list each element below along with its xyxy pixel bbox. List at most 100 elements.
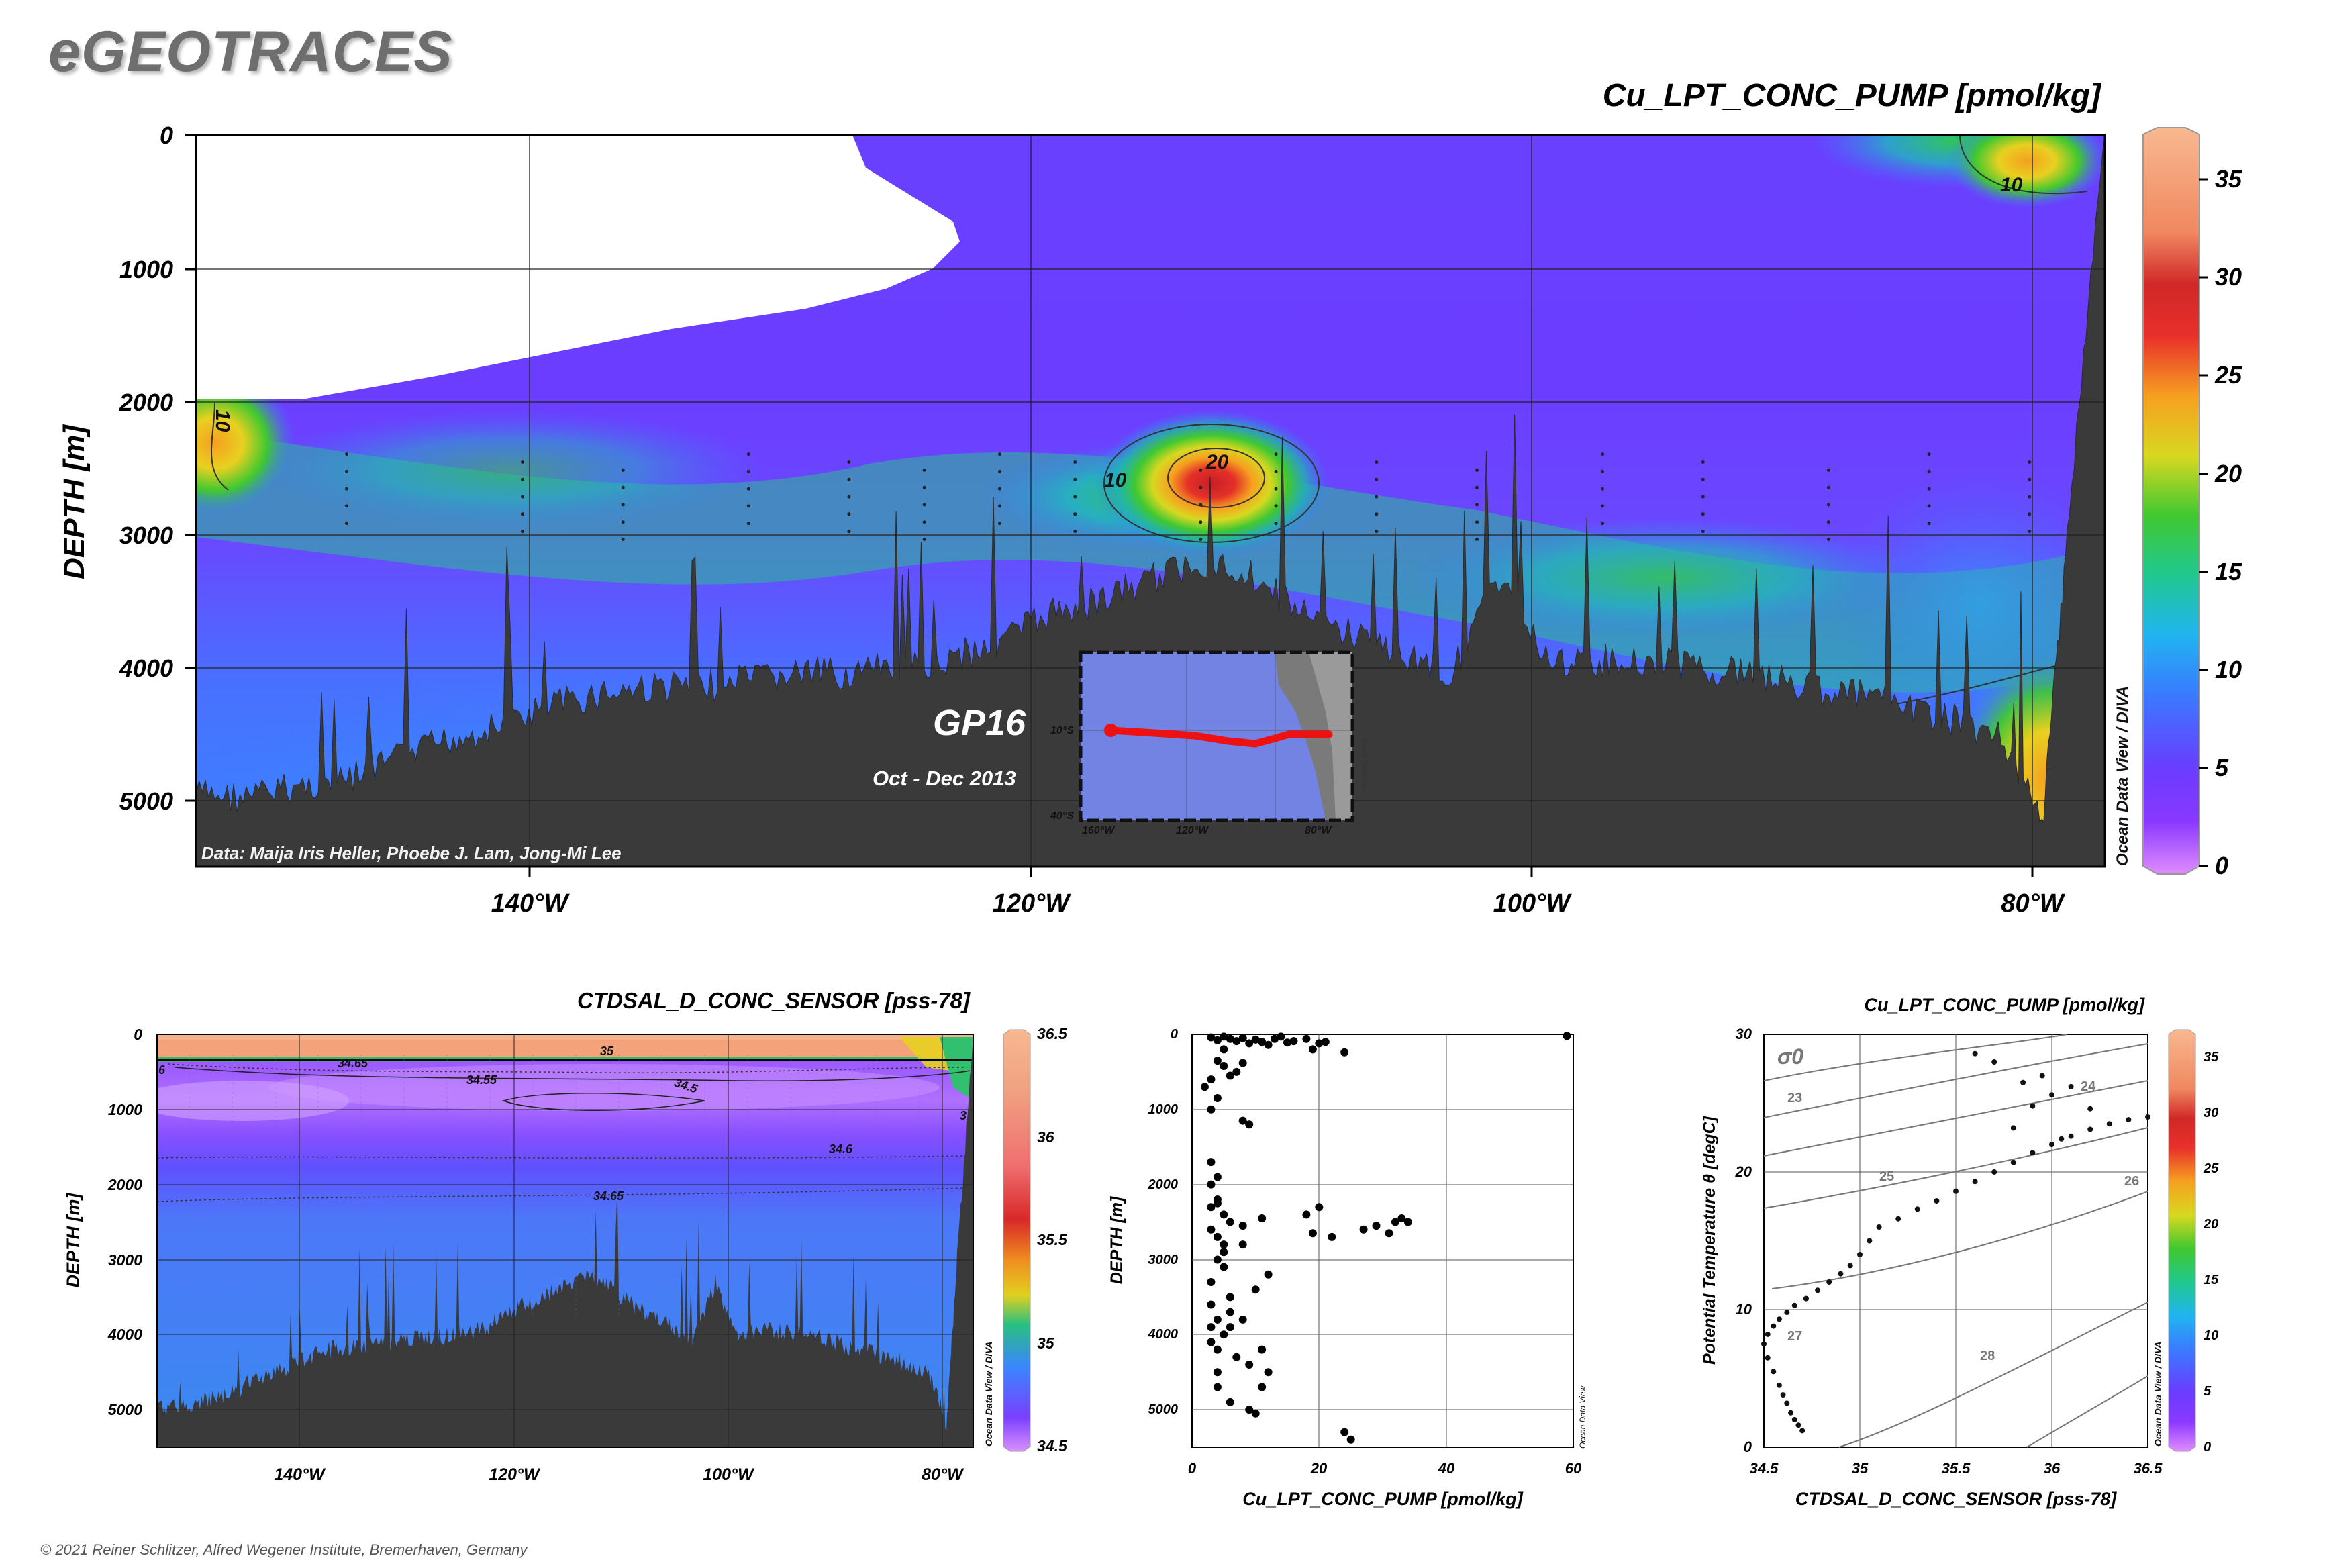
sample-dot <box>1475 503 1479 507</box>
salinity-x-tick: 100°W <box>703 1465 755 1484</box>
profile-point <box>1207 1300 1216 1309</box>
salinity-y-tick: 3000 <box>108 1251 142 1269</box>
ts-points <box>1761 1050 2150 1434</box>
ts-point <box>2049 1142 2054 1147</box>
sample-dot <box>746 504 750 508</box>
profile-y-tick: 4000 <box>1148 1327 1179 1342</box>
main-colorbar-tick: 0 <box>2215 852 2228 879</box>
profile-point <box>1207 1278 1216 1286</box>
ts-point <box>2068 1083 2074 1089</box>
main-section-plot: 10 20 10 10 Data: Maija Iris Heller, Pho… <box>58 78 2242 918</box>
ts-point <box>1815 1287 1821 1293</box>
profile-point <box>1258 1345 1267 1354</box>
sample-dot <box>621 520 625 524</box>
profile-point <box>1258 1383 1267 1391</box>
profile-odv-credit: Ocean Data View <box>1578 1385 1587 1449</box>
profile-point <box>1372 1222 1381 1230</box>
sample-dot <box>1274 469 1278 473</box>
sample-dot <box>1927 452 1931 456</box>
profile-point <box>1220 1263 1228 1271</box>
profile-x-axis-label: Cu_LPT_CONC_PUMP [pmol/kg] <box>1242 1489 1524 1509</box>
profile-point <box>1258 1214 1267 1222</box>
inset-map: 10°S 40°S 160°W 120°W 80°W Ocean Data Vi… <box>1050 650 1368 836</box>
profile-point <box>1563 1032 1571 1040</box>
main-y-tick: 5000 <box>119 787 173 815</box>
ts-colorbar-tick: 30 <box>2204 1106 2218 1120</box>
profile-point <box>1302 1034 1311 1043</box>
profile-point <box>1220 1248 1228 1257</box>
ts-point <box>2010 1125 2016 1131</box>
profile-point <box>1251 1035 1260 1044</box>
sample-dot <box>1927 504 1931 508</box>
profile-point <box>1308 1045 1317 1054</box>
ts-point <box>2010 1159 2016 1165</box>
profile-y-tick: 3000 <box>1148 1253 1179 1267</box>
sample-dot <box>621 503 625 507</box>
profile-y-tick: 1000 <box>1148 1102 1179 1117</box>
sample-dot <box>1826 520 1830 524</box>
ts-x-tick: 36.5 <box>2134 1460 2163 1477</box>
contour-label: 10 <box>2000 174 2023 196</box>
ts-point <box>1857 1252 1863 1257</box>
sample-dot <box>345 452 348 456</box>
salinity-colorbar-tick: 35.5 <box>1037 1231 1068 1248</box>
sample-dot <box>1927 522 1931 526</box>
contour-label: 10 <box>211 409 234 432</box>
sample-dot <box>1475 468 1479 472</box>
main-x-tick: 80°W <box>2001 889 2065 918</box>
sample-dot <box>521 530 524 534</box>
ts-point <box>2087 1126 2093 1132</box>
sample-dot <box>621 538 625 541</box>
main-colorbar-tick: 35 <box>2215 165 2242 193</box>
profile-point <box>1220 1032 1228 1041</box>
salinity-y-tick: 0 <box>134 1026 142 1043</box>
salinity-odv-credit: Ocean Data View / DIVA <box>983 1342 994 1447</box>
salinity-y-tick: 1000 <box>108 1101 142 1118</box>
sample-dot <box>1073 460 1077 464</box>
data-credit: Data: Maija Iris Heller, Phoebe J. Lam, … <box>201 843 622 863</box>
sample-dot <box>2028 512 2032 516</box>
main-bathymetry <box>196 135 2105 867</box>
ts-x-tick: 35 <box>1852 1460 1869 1477</box>
main-y-axis-label: DEPTH [m] <box>58 424 91 579</box>
salinity-title: CTDSAL_D_CONC_SENSOR [pss-78] <box>577 988 971 1013</box>
main-colorbar: 0 5 10 15 20 25 30 35 <box>2142 127 2242 879</box>
profile-point <box>1340 1048 1349 1057</box>
ts-x-axis-label: CTDSAL_D_CONC_SENSOR [pss-78] <box>1795 1489 2118 1509</box>
sample-dot <box>746 522 750 526</box>
sigma-label: σ0 <box>1777 1044 1803 1069</box>
ts-point <box>2126 1117 2132 1123</box>
salinity-contour-label: 6 <box>158 1063 166 1077</box>
ts-point <box>2049 1092 2054 1098</box>
ts-point <box>1838 1271 1844 1277</box>
sample-dot <box>847 495 851 499</box>
profile-point <box>1226 1218 1234 1226</box>
ts-x-tick: 34.5 <box>1750 1460 1779 1477</box>
ts-point <box>1780 1392 1786 1398</box>
profile-point <box>1403 1218 1412 1226</box>
profile-point <box>1385 1229 1393 1238</box>
ts-point <box>2030 1103 2036 1109</box>
ts-point <box>2145 1114 2150 1120</box>
ts-point <box>1953 1188 1959 1194</box>
sample-dot <box>2028 477 2032 481</box>
main-section-field <box>196 135 2105 867</box>
sample-dot <box>922 503 926 507</box>
sample-dot <box>1701 530 1705 534</box>
isopycnal-label: 23 <box>1787 1091 1802 1106</box>
profile-point <box>1226 1398 1234 1406</box>
main-colorbar-tick: 30 <box>2215 263 2242 291</box>
sample-dot <box>1375 512 1379 516</box>
profile-point <box>1200 1083 1209 1091</box>
salinity-section-plot: 34.65 34.55 34.5 34.6 34.65 35 3 6 0 100… <box>63 988 1068 1484</box>
salinity-station-ticks <box>189 1055 920 1316</box>
ts-colorbar-tick: 35 <box>2204 1050 2219 1065</box>
profile-point <box>1238 1116 1247 1125</box>
profile-y-tick: 2000 <box>1148 1177 1179 1192</box>
profile-point <box>1213 1199 1222 1208</box>
profile-y-tick: 0 <box>1171 1027 1178 1042</box>
ts-point <box>2059 1136 2065 1142</box>
main-colorbar-tick: 5 <box>2215 754 2229 781</box>
